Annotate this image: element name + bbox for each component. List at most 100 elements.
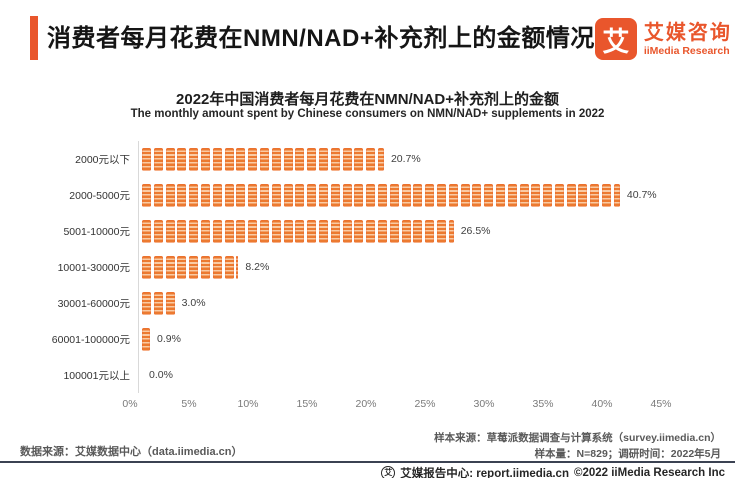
coin-stack-icon — [342, 219, 352, 243]
x-axis-tick: 10% — [237, 398, 259, 410]
coin-stack-icon — [330, 219, 340, 243]
value-label: 0.9% — [157, 333, 181, 345]
coin-stack-icon — [142, 147, 151, 171]
coin-stack-icon — [165, 291, 175, 315]
coin-stack-icon — [389, 183, 399, 207]
value-label: 0.0% — [149, 369, 173, 381]
category-label: 2000-5000元 — [69, 189, 130, 202]
coin-stack-bar — [142, 183, 620, 207]
coin-stack-icon — [153, 255, 163, 279]
coin-stack-icon — [342, 147, 352, 171]
coin-stack-icon — [142, 183, 151, 207]
iimedia-logo: 艾 艾媒咨询 iiMedia Research — [594, 16, 732, 60]
coin-stack-icon — [165, 255, 175, 279]
coin-stack-icon — [307, 147, 317, 171]
sample-source-block: 样本来源：草莓派数据调查与计算系统（survey.iimedia.cn） 样本量… — [434, 430, 721, 462]
x-axis: 0% 5% 10% 15% 20% 25% 30% 35% 40% 45% — [122, 398, 671, 414]
coin-stack-icon — [507, 183, 517, 207]
chart-title: 2022年中国消费者每月花费在NMN/NAD+补充剂上的金额 — [176, 91, 559, 108]
coin-stack-icon — [142, 327, 150, 351]
coin-stack-icon — [377, 219, 387, 243]
iimedia-seal-icon: 艾 — [381, 466, 396, 478]
category-label: 10001-30000元 — [57, 261, 130, 274]
coin-stack-icon — [531, 183, 541, 207]
coin-stack-icon — [142, 291, 151, 315]
coin-stack-icon — [436, 219, 446, 243]
coin-stack-icon — [212, 147, 222, 171]
coin-stack-icon — [165, 147, 175, 171]
x-axis-tick: 30% — [473, 398, 495, 410]
x-axis-tick: 0% — [122, 398, 138, 410]
coin-stack-icon — [377, 147, 384, 171]
report-bar: 艾 艾媒报告中心: report.iimedia.cn ©2022 iiMedi… — [381, 465, 725, 478]
x-axis-tick: 5% — [181, 398, 197, 410]
coin-stack-icon — [153, 147, 163, 171]
coin-stack-icon — [401, 219, 411, 243]
coin-stack-icon — [200, 147, 210, 171]
bar-row: 30001-60000元 3.0% — [22, 285, 727, 321]
iimedia-logo-icon: 艾 — [594, 18, 637, 60]
coin-stack-icon — [354, 183, 364, 207]
copyright: ©2022 iiMedia Research Inc — [573, 467, 725, 478]
coin-stack-icon — [307, 219, 317, 243]
coin-stack-icon — [165, 219, 175, 243]
category-label: 5001-10000元 — [63, 225, 130, 238]
coin-stack-icon — [212, 255, 222, 279]
coin-stack-icon — [566, 183, 576, 207]
coin-stack-icon — [224, 219, 234, 243]
coin-stack-icon — [413, 183, 423, 207]
category-label: 30001-60000元 — [57, 297, 130, 310]
coin-stack-icon — [283, 147, 293, 171]
coin-stack-icon — [283, 219, 293, 243]
coin-stack-icon — [248, 219, 258, 243]
coin-stack-icon — [295, 219, 305, 243]
x-axis-tick: 35% — [532, 398, 554, 410]
footer-divider — [0, 461, 735, 463]
coin-stack-icon — [177, 219, 187, 243]
coin-stack-icon — [153, 183, 163, 207]
coin-stack-icon — [283, 183, 293, 207]
coin-stack-icon — [342, 183, 352, 207]
bar-cell: 40.7% — [138, 177, 727, 213]
coin-stack-icon — [613, 183, 620, 207]
x-axis-tick: 20% — [355, 398, 377, 410]
category-label: 100001元以上 — [63, 369, 130, 382]
bar-chart-rows: 2000元以下 20.7% 2000-5000元 40.7% 5001-10000元 26… — [22, 141, 727, 393]
chart-subtitle: The monthly amount spent by Chinese cons… — [130, 108, 605, 120]
coin-stack-icon — [189, 255, 199, 279]
bar-cell: 26.5% — [138, 213, 727, 249]
coin-stack-icon — [259, 183, 269, 207]
bar-cell: 3.0% — [138, 285, 727, 321]
coin-stack-bar — [142, 147, 384, 171]
bar-cell: 0.9% — [138, 321, 727, 357]
coin-stack-icon — [271, 219, 281, 243]
coin-stack-icon — [366, 183, 376, 207]
coin-stack-icon — [295, 147, 305, 171]
coin-stack-icon — [248, 147, 258, 171]
bar-row: 2000-5000元 40.7% — [22, 177, 727, 213]
bar-chart: 2000元以下 20.7% 2000-5000元 40.7% 5001-10000元 26… — [22, 141, 727, 414]
coin-stack-icon — [307, 183, 317, 207]
coin-stack-icon — [448, 219, 454, 243]
coin-stack-icon — [248, 183, 258, 207]
coin-stack-icon — [200, 255, 210, 279]
bar-cell: 20.7% — [138, 141, 727, 177]
logo-text: 艾媒咨询 iiMedia Research — [644, 22, 732, 57]
coin-stack-icon — [578, 183, 588, 207]
coin-stack-icon — [354, 219, 364, 243]
bar-row: 2000元以下 20.7% — [22, 141, 727, 177]
logo-name-en: iiMedia Research — [643, 44, 730, 57]
coin-stack-icon — [318, 219, 328, 243]
x-axis-tick: 15% — [296, 398, 318, 410]
coin-stack-icon — [224, 183, 234, 207]
coin-stack-icon — [236, 219, 246, 243]
coin-stack-icon — [236, 183, 246, 207]
coin-stack-icon — [236, 255, 239, 279]
coin-stack-icon — [366, 219, 376, 243]
coin-stack-icon — [177, 183, 187, 207]
coin-stack-bar — [142, 327, 150, 351]
coin-stack-icon — [200, 219, 210, 243]
coin-stack-icon — [330, 147, 340, 171]
coin-stack-icon — [259, 219, 269, 243]
coin-stack-icon — [259, 147, 269, 171]
